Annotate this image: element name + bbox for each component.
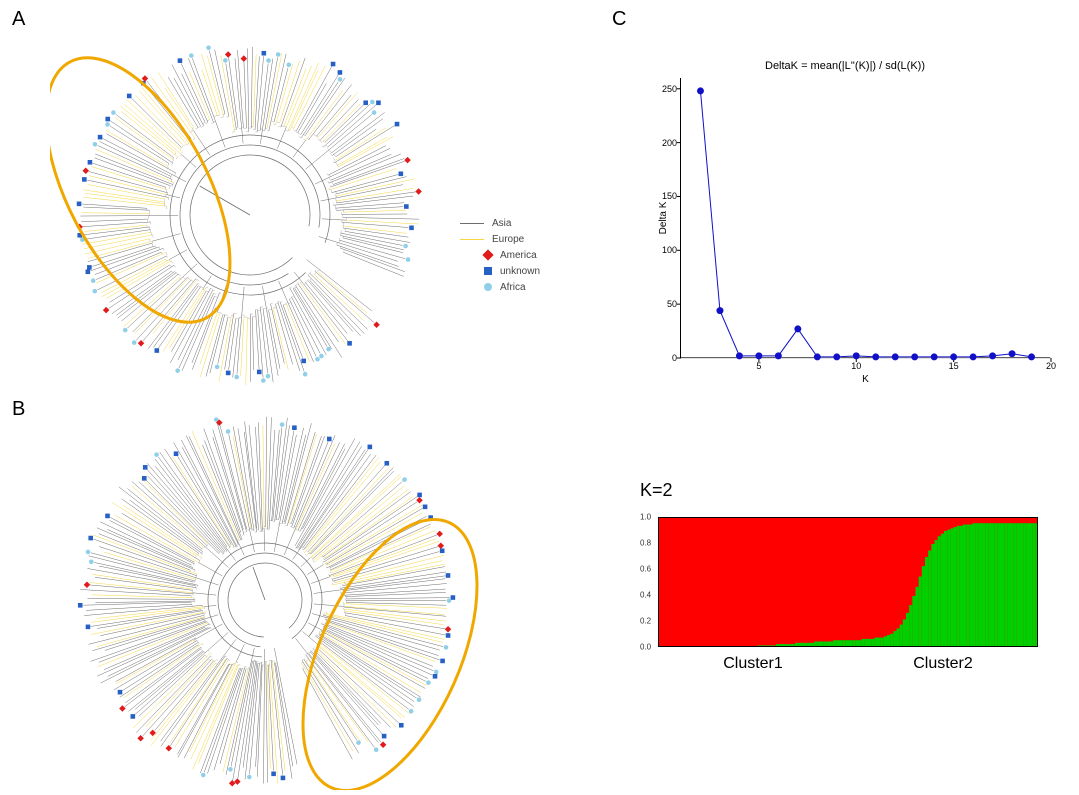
legend-row: Africa: [460, 279, 540, 295]
phylo-tree-a: [50, 20, 450, 400]
deltak-plot-area: Delta K K 0501001502002505101520: [680, 78, 1050, 358]
deltak-xtick: 10: [851, 357, 861, 371]
deltak-ytick: 150: [662, 191, 681, 201]
structure-bar-area: [658, 517, 1038, 647]
structure-ytick: 0.8: [640, 539, 651, 548]
deltak-ytick: 200: [662, 138, 681, 148]
legend-marker-icon: [484, 267, 492, 275]
deltak-chart: DeltaK = mean(|L''(K)|) / sd(L(K)) Delta…: [640, 60, 1050, 400]
legend-row: unknown: [460, 263, 540, 279]
deltak-ytick: 0: [672, 353, 681, 363]
panel-label-b: B: [12, 398, 25, 421]
deltak-ytick: 100: [662, 245, 681, 255]
deltak-ytick: 250: [662, 84, 681, 94]
structure-ytick: 1.0: [640, 513, 651, 522]
legend-row: Asia: [460, 215, 540, 231]
legend-label: Africa: [500, 282, 526, 293]
phylo-tree-b: [50, 400, 480, 780]
legend-label: Asia: [492, 218, 511, 229]
deltak-xlabel: K: [862, 374, 869, 385]
structure-ytick: 0.0: [640, 643, 651, 652]
panel-label-c: C: [612, 8, 626, 31]
deltak-ytick: 50: [667, 299, 681, 309]
structure-yticks: 0.00.20.40.60.81.0: [640, 517, 658, 647]
legend-marker-icon: [484, 283, 492, 291]
legend-marker-icon: [460, 239, 484, 240]
structure-ytick: 0.4: [640, 591, 651, 600]
deltak-xtick: 20: [1046, 357, 1056, 371]
legend-row: Europe: [460, 231, 540, 247]
legend-label: unknown: [500, 266, 540, 277]
structure-k-label: K=2: [640, 480, 1050, 501]
deltak-xtick: 5: [756, 357, 761, 371]
legend-marker-icon: [482, 249, 493, 260]
structure-plot: K=2 0.0 0.2 0.4 0.6 0.8 1.0 Cluster1 Cluster2: [640, 480, 1050, 760]
deltak-chart-title: DeltaK = mean(|L''(K)|) / sd(L(K)): [640, 60, 1050, 72]
structure-cluster-labels: Cluster1 Cluster2: [658, 655, 1038, 673]
structure-ytick: 0.2: [640, 617, 651, 626]
tree-legend: Asia Europe America unknown Africa: [460, 215, 540, 295]
legend-label: Europe: [492, 234, 524, 245]
structure-ytick: 0.6: [640, 565, 651, 574]
cluster2-label: Cluster2: [913, 655, 973, 673]
deltak-ylabel: Delta K: [658, 201, 669, 234]
cluster1-label: Cluster1: [723, 655, 783, 673]
legend-row: America: [460, 247, 540, 263]
deltak-xtick: 15: [949, 357, 959, 371]
legend-label: America: [500, 250, 537, 261]
legend-marker-icon: [460, 223, 484, 224]
panel-label-a: A: [12, 8, 25, 31]
